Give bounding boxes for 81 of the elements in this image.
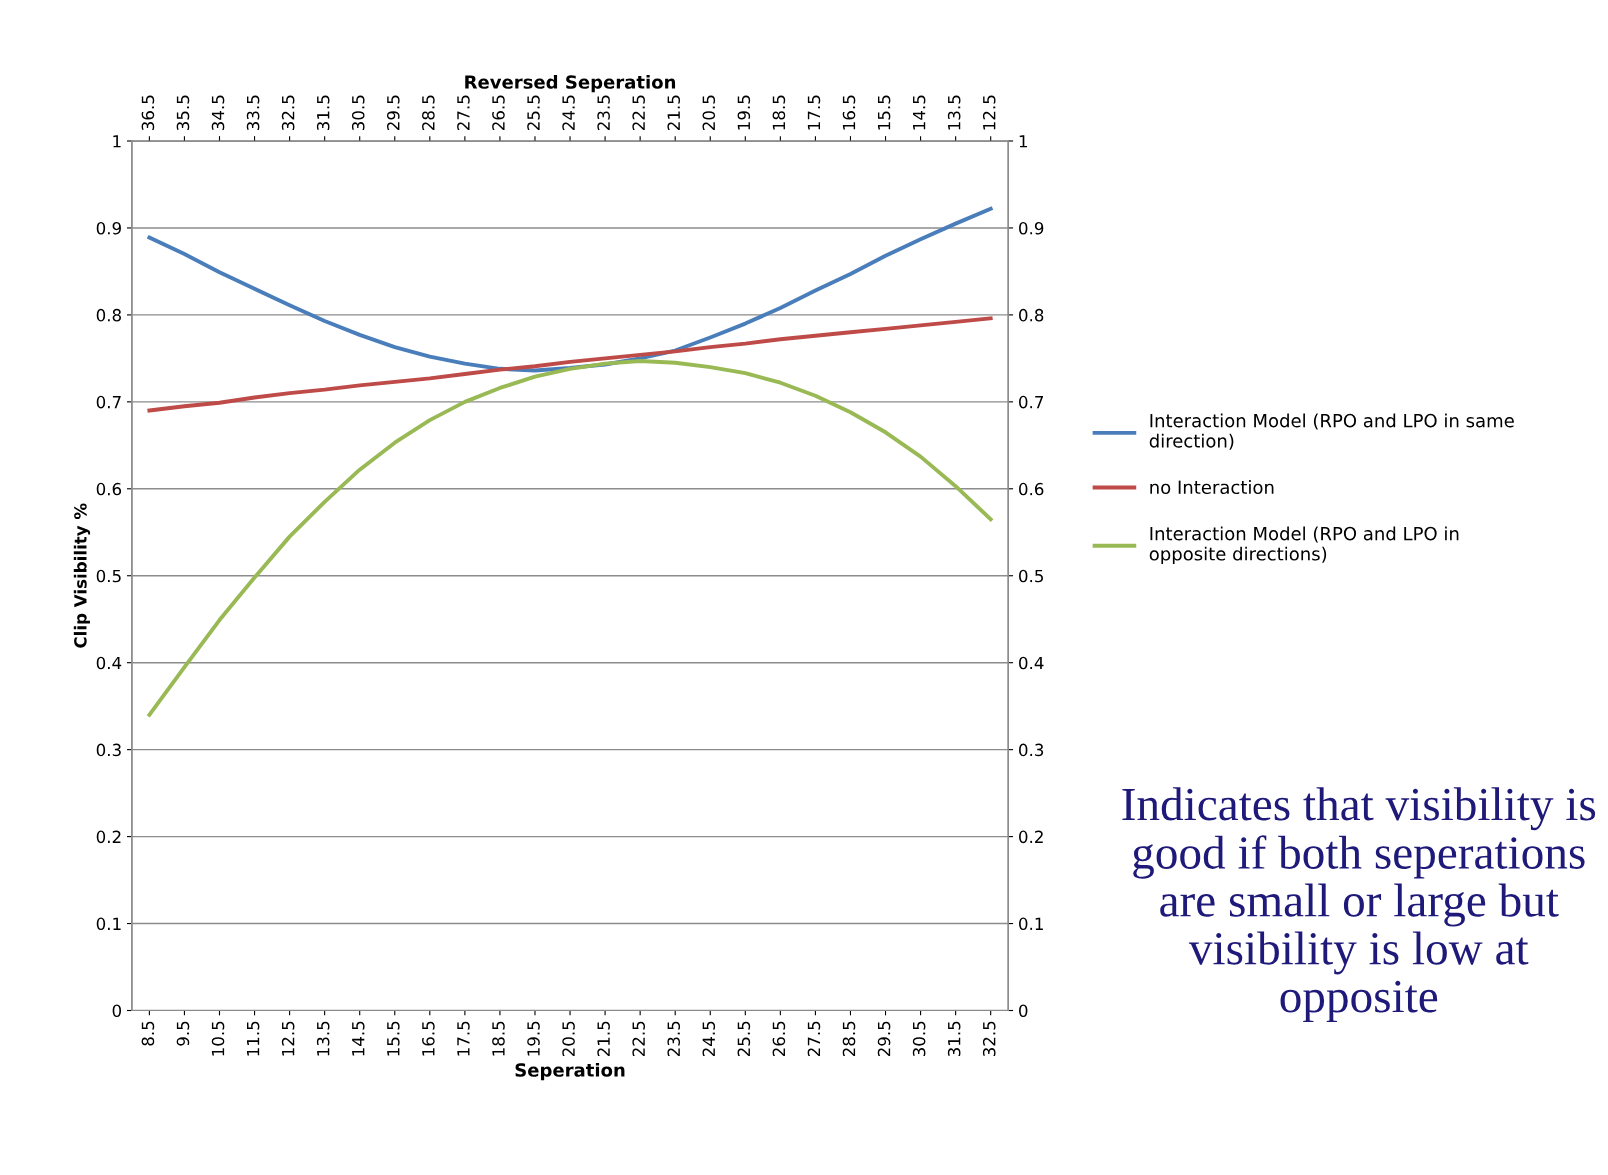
- y-axis-title: Clip Visibility %: [73, 503, 91, 648]
- x2-tick-label: 31.5: [316, 95, 330, 131]
- x-tick-label: 15.5: [387, 1021, 400, 1056]
- x-tick-label: 22.5: [632, 1021, 645, 1057]
- y-tick-label: 0.9: [96, 221, 121, 235]
- y-tick-label: 0.5: [96, 569, 121, 583]
- y2-tick-label: 0.4: [1019, 656, 1044, 670]
- x2-tick-label: 12.5: [982, 95, 996, 130]
- y-tick-label: 0.3: [96, 743, 121, 757]
- y-tick-label: 0.6: [96, 482, 122, 496]
- y-tick-label: 0.2: [96, 830, 121, 844]
- y-tick-label: 0.8: [96, 308, 121, 322]
- y2-tick-label: 0.6: [1019, 482, 1044, 496]
- x-tick-label: 26.5: [772, 1021, 786, 1057]
- y2-tick-label: 0.2: [1019, 830, 1043, 844]
- y-tick-label: 0.7: [96, 395, 121, 409]
- y2-tick-label: 0.3: [1019, 743, 1044, 757]
- legend-label: no Interaction: [1150, 480, 1274, 495]
- x-tick-label: 18.5: [492, 1021, 505, 1056]
- y2-tick-label: 0.1: [1019, 917, 1043, 931]
- x-tick-label: 24.5: [702, 1021, 716, 1057]
- x2-tick-label: 16.5: [842, 95, 856, 130]
- y2-tick-label: 1: [1019, 135, 1027, 148]
- x2-tick-label: 33.5: [246, 95, 260, 131]
- x-tick-label: 14.5: [352, 1021, 365, 1056]
- x2-tick-label: 21.5: [667, 95, 681, 131]
- x2-tick-label: 24.5: [562, 95, 575, 131]
- x-tick-label: 23.5: [667, 1021, 681, 1057]
- x2-axis-title: Reversed Seperation: [465, 74, 676, 93]
- legend-label: Interaction Model (RPO and LPO in opposite directions): [1149, 526, 1459, 565]
- y-tick-label: 0.1: [96, 917, 121, 931]
- x2-tick-label: 30.5: [351, 95, 365, 131]
- legend-label: Interaction Model (RPO and LPO in same direction): [1149, 413, 1514, 450]
- line-series: [147, 316, 993, 413]
- x2-tick-label: 35.5: [176, 95, 190, 131]
- x-tick-label: 12.5: [281, 1021, 295, 1056]
- x-tick-label: 11.5: [246, 1021, 260, 1056]
- x-tick-label: 31.5: [947, 1021, 961, 1057]
- y2-tick-label: 0.9: [1019, 221, 1044, 235]
- x-tick-label: 21.5: [597, 1021, 610, 1057]
- x2-tick-label: 29.5: [386, 95, 400, 131]
- x-tick-label: 29.5: [877, 1021, 891, 1057]
- x-tick-label: 25.5: [737, 1021, 751, 1057]
- y-tick-label: 0: [112, 1004, 122, 1018]
- x2-tick-label: 28.5: [422, 95, 435, 131]
- x2-tick-label: 17.5: [807, 95, 821, 130]
- text: Indicates that visibility is good if both seperations are small or large but visibility is low at opposite: [1122, 787, 1596, 1023]
- y2-tick-label: 0: [1019, 1004, 1028, 1018]
- x2-tick-label: 14.5: [913, 95, 926, 130]
- x2-tick-label: 26.5: [492, 95, 505, 131]
- x-tick-label: 19.5: [527, 1021, 540, 1056]
- x-tick-label: 20.5: [562, 1021, 575, 1057]
- x-tick-label: 10.5: [211, 1021, 225, 1056]
- y2-tick-label: 0.5: [1019, 569, 1043, 583]
- x-axis-title: Seperation: [515, 1062, 625, 1081]
- y-tick-label: 0.4: [96, 656, 122, 670]
- x-tick-label: 9.5: [176, 1021, 190, 1046]
- x2-tick-label: 13.5: [947, 95, 961, 130]
- x2-tick-label: 19.5: [737, 95, 751, 130]
- x2-tick-label: 27.5: [457, 95, 470, 131]
- x-tick-label: 30.5: [912, 1021, 926, 1057]
- x2-tick-label: 23.5: [597, 95, 610, 131]
- x2-tick-label: 32.5: [281, 95, 295, 131]
- x-tick-label: 8.5: [141, 1021, 155, 1046]
- x2-tick-label: 22.5: [632, 95, 645, 131]
- x2-tick-label: 20.5: [702, 95, 716, 131]
- x-tick-label: 17.5: [457, 1021, 470, 1056]
- x-tick-label: 16.5: [422, 1021, 435, 1056]
- x-tick-label: 27.5: [807, 1021, 821, 1057]
- x-tick-label: 28.5: [842, 1021, 856, 1057]
- y-tick-label: 1: [113, 135, 121, 148]
- x-tick-label: 32.5: [982, 1021, 996, 1057]
- x2-tick-label: 34.5: [211, 95, 225, 131]
- x-tick-label: 13.5: [316, 1021, 330, 1056]
- x2-tick-label: 25.5: [527, 95, 540, 131]
- x2-tick-label: 18.5: [772, 95, 786, 130]
- x2-tick-label: 36.5: [141, 95, 155, 131]
- x2-tick-label: 15.5: [877, 95, 891, 130]
- y2-tick-label: 0.7: [1019, 395, 1044, 409]
- line-series: [147, 359, 993, 717]
- y2-tick-label: 0.8: [1019, 308, 1044, 322]
